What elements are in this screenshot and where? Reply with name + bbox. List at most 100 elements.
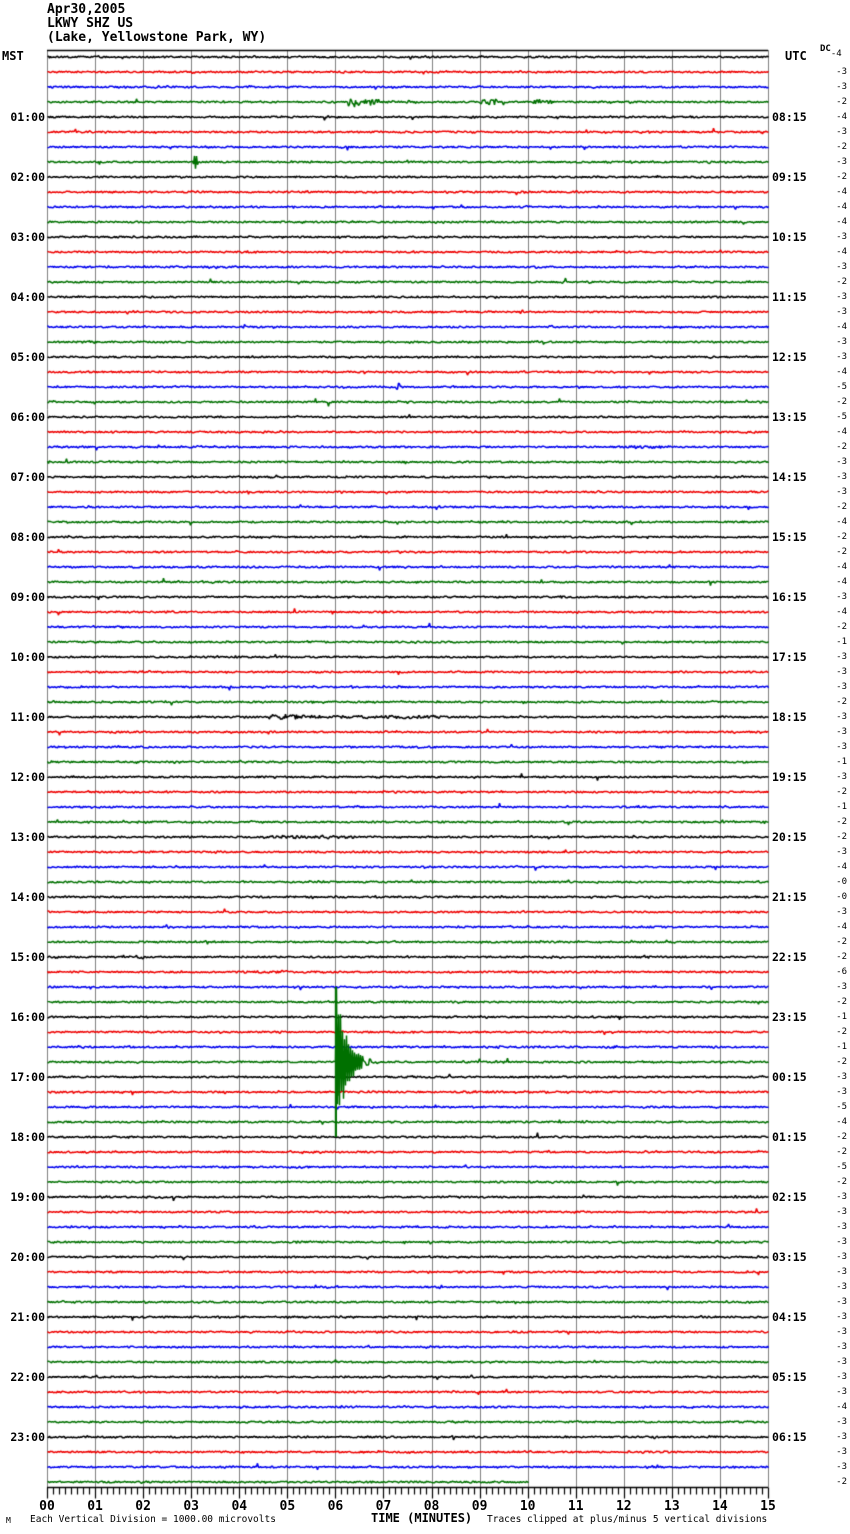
dc-offset-header: DC-4 (820, 44, 842, 59)
footer-clip-note: Traces clipped at plus/minus 5 vertical … (487, 1514, 768, 1525)
dc-offset-value: -2 (836, 832, 847, 842)
right-time-label: 19:15 (772, 770, 807, 784)
left-time-label: 17:00 (10, 1070, 45, 1084)
dc-offset-value: -3 (836, 847, 847, 857)
left-time-label: 14:00 (10, 890, 45, 904)
dc-offset-value: -3 (836, 772, 847, 782)
dc-offset-value: -3 (836, 1237, 847, 1247)
dc-offset-value: -3 (836, 907, 847, 917)
right-time-label: 22:15 (772, 950, 807, 964)
right-time-label: 03:15 (772, 1250, 807, 1264)
dc-offset-value: -4 (836, 562, 847, 572)
header-location: (Lake, Yellowstone Park, WY) (47, 30, 267, 45)
right-time-label: 11:15 (772, 290, 807, 304)
x-axis-tick-label: 08 (423, 1499, 440, 1514)
dc-offset-value: -3 (836, 337, 847, 347)
left-time-label: 08:00 (10, 530, 45, 544)
left-time-label: 03:00 (10, 230, 45, 244)
dc-offset-value: -3 (836, 742, 847, 752)
dc-offset-value: -2 (836, 1057, 847, 1067)
x-axis-tick-label: 03 (183, 1499, 200, 1514)
dc-offset-value: -3 (836, 67, 847, 77)
dc-offset-value: -3 (836, 472, 847, 482)
right-time-label: 00:15 (772, 1070, 807, 1084)
left-time-label: 02:00 (10, 170, 45, 184)
right-time-label: 23:15 (772, 1010, 807, 1024)
dc-offset-value: -2 (836, 397, 847, 407)
dc-offset-value: -4 (836, 517, 847, 527)
header-date: Apr30,2005 (47, 2, 126, 17)
dc-offset-value: -2 (836, 532, 847, 542)
dc-offset-value: -4 (836, 427, 847, 437)
dc-offset-value: -4 (836, 1402, 847, 1412)
dc-offset-value: -3 (836, 1417, 847, 1427)
dc-offset-value: -3 (836, 982, 847, 992)
right-time-label: 18:15 (772, 710, 807, 724)
left-time-label: 19:00 (10, 1190, 45, 1204)
corner-mark: M (6, 1516, 11, 1525)
right-time-label: 20:15 (772, 830, 807, 844)
dc-offset-value: -3 (836, 727, 847, 737)
dc-offset-value: -4 (836, 217, 847, 227)
x-axis-tick-label: 00 (39, 1499, 55, 1514)
dc-offset-value: -2 (836, 547, 847, 557)
dc-offset-value: -3 (836, 1432, 847, 1442)
left-time-label: 15:00 (10, 950, 45, 964)
dc-offset-value: -3 (836, 1327, 847, 1337)
dc-offset-value: -3 (836, 1357, 847, 1367)
dc-offset-value: -4 (836, 322, 847, 332)
x-axis-tick-label: 11 (567, 1499, 584, 1514)
dc-offset-value: -4 (836, 577, 847, 587)
x-axis-title: TIME (MINUTES) (371, 1511, 473, 1525)
right-time-label: 12:15 (772, 350, 807, 364)
footer-scale-note: Each Vertical Division = 1000.00 microvo… (30, 1514, 276, 1525)
dc-offset-value: -4 (836, 187, 847, 197)
dc-offset-value: -2 (836, 1132, 847, 1142)
dc-offset-value: -2 (836, 502, 847, 512)
dc-offset-value: -3 (836, 667, 847, 677)
right-time-label: 01:15 (772, 1130, 807, 1144)
left-time-label: 04:00 (10, 290, 45, 304)
dc-offset-value: -2 (836, 142, 847, 152)
right-time-label: 06:15 (772, 1430, 807, 1444)
left-time-label: 20:00 (10, 1250, 45, 1264)
dc-offset-value: -5 (836, 412, 847, 422)
dc-offset-value: -1 (836, 1012, 847, 1022)
x-axis-tick-label: 02 (135, 1499, 151, 1514)
x-axis-tick-label: 14 (712, 1499, 728, 1514)
right-time-label: 02:15 (772, 1190, 807, 1204)
right-time-label: 17:15 (772, 650, 807, 664)
dc-offset-value: -2 (836, 1027, 847, 1037)
dc-offset-first: -4 (830, 49, 842, 59)
right-timezone-label: UTC (785, 49, 807, 63)
x-axis-tick-label: 09 (471, 1499, 488, 1514)
left-time-label: 07:00 (10, 470, 45, 484)
dc-offset-value: -4 (836, 202, 847, 212)
dc-offset-value: -4 (836, 862, 847, 872)
dc-offset-value: -3 (836, 82, 847, 92)
dc-offset-value: -6 (836, 967, 847, 977)
dc-offset-value: -2 (836, 97, 847, 107)
dc-offset-value: -3 (836, 1387, 847, 1397)
left-time-label: 23:00 (10, 1430, 45, 1444)
x-axis-tick-label: 01 (87, 1499, 103, 1514)
dc-offset-value: -3 (836, 1462, 847, 1472)
x-axis-tick-label: 07 (375, 1499, 392, 1514)
right-time-label: 10:15 (772, 230, 807, 244)
dc-offset-value: -3 (836, 1267, 847, 1277)
dc-offset-value: -3 (836, 487, 847, 497)
left-time-label: 11:00 (10, 710, 45, 724)
dc-label: DC (820, 44, 831, 54)
dc-offset-value: -3 (836, 307, 847, 317)
dc-offset-value: -3 (836, 1297, 847, 1307)
right-time-label: 05:15 (772, 1370, 807, 1384)
dc-offset-value: -4 (836, 607, 847, 617)
x-axis-tick-label: 13 (664, 1499, 680, 1514)
dc-offset-value: -2 (836, 622, 847, 632)
dc-offset-value: -3 (836, 1372, 847, 1382)
left-time-label: 16:00 (10, 1010, 45, 1024)
left-time-label: 12:00 (10, 770, 45, 784)
right-time-label: 14:15 (772, 470, 807, 484)
dc-offset-value: -1 (836, 757, 847, 767)
